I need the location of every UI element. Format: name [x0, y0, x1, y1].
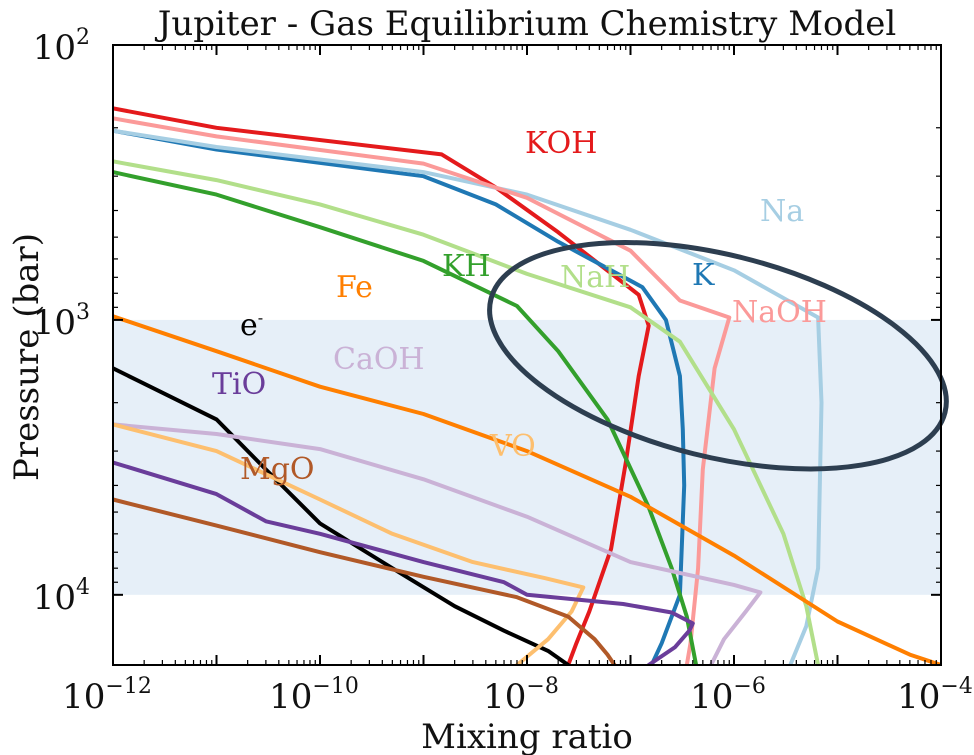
series-line-tio: [113, 460, 695, 665]
series-line-nah: [113, 159, 821, 665]
label-electron: e-: [240, 308, 263, 343]
x-tick-label: 10−8: [483, 674, 559, 717]
y-tick-label: 104: [33, 575, 90, 618]
y-axis-label: Pressure (bar): [7, 233, 47, 481]
label-K: K: [692, 258, 715, 293]
label-NaOH: NaOH: [732, 295, 827, 330]
x-tick-label: 10−10: [269, 674, 359, 717]
label-VO: VO: [489, 429, 536, 464]
x-tick-label: 10−6: [690, 674, 766, 717]
x-tick-label: 10−4: [897, 674, 973, 717]
chart-title: Jupiter - Gas Equilibrium Chemistry Mode…: [155, 4, 897, 44]
y-tick-label: 103: [33, 300, 90, 343]
series-line-vo: [113, 422, 586, 665]
x-tick-label: 10−12: [62, 674, 152, 717]
series-line-koh: [113, 106, 651, 665]
label-CaOH: CaOH: [333, 342, 425, 377]
label-electron-base: e: [240, 308, 258, 343]
series-line-naoh: [113, 116, 732, 665]
label-TiO: TiO: [212, 367, 266, 402]
label-KH: KH: [442, 249, 491, 284]
label-NaH: NaH: [560, 260, 630, 295]
series-line-kh: [113, 170, 699, 665]
x-axis-label: Mixing ratio: [421, 717, 633, 755]
shaded-pressure-band: [113, 319, 941, 595]
series-line-na: [113, 128, 824, 665]
series-line-mgo: [113, 497, 617, 665]
series-line-caoh: [113, 422, 763, 665]
label-Fe: Fe: [336, 270, 373, 305]
series-line-fe: [113, 314, 941, 665]
plot-area: [113, 106, 941, 665]
axis-ticks: 10−12 10−10 10−8 10−6 10−4 102 103 104: [33, 25, 973, 717]
label-Na: Na: [760, 194, 804, 229]
y-tick-label: 102: [33, 25, 90, 68]
label-KOH: KOH: [525, 126, 597, 161]
label-MgO: MgO: [240, 452, 315, 487]
label-electron-sup: -: [258, 308, 263, 327]
highlight-ellipse: [487, 240, 949, 472]
